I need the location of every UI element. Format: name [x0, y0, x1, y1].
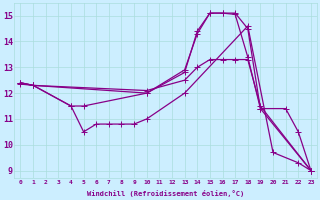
X-axis label: Windchill (Refroidissement éolien,°C): Windchill (Refroidissement éolien,°C)	[87, 190, 244, 197]
